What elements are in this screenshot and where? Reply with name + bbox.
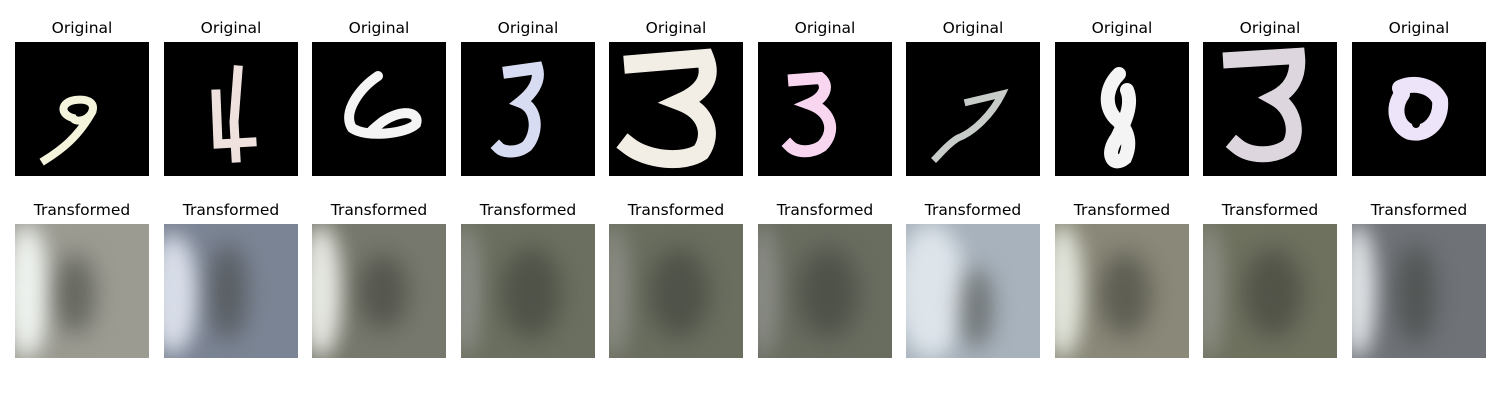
original-title: Original (200, 19, 262, 37)
transformed-image (312, 224, 446, 358)
transformed-image (906, 224, 1040, 358)
transformed-image (609, 224, 743, 358)
transformed-title: Transformed (1073, 201, 1171, 219)
original-title: Original (942, 19, 1004, 37)
original-image-digit-3 (1203, 42, 1337, 176)
original-image-digit-3 (609, 42, 743, 176)
transformed-title: Transformed (924, 201, 1022, 219)
original-title: Original (51, 19, 113, 37)
transformed-title: Transformed (1370, 201, 1468, 219)
transformed-image (1352, 224, 1486, 358)
original-title: Original (497, 19, 559, 37)
original-image-digit-8 (1055, 42, 1189, 176)
original-title: Original (1388, 19, 1450, 37)
transformed-image (164, 224, 298, 358)
original-image-digit-3 (758, 42, 892, 176)
transformed-image (758, 224, 892, 358)
original-image-digit-7 (906, 42, 1040, 176)
original-image-digit-4 (164, 42, 298, 176)
transformed-title: Transformed (479, 201, 577, 219)
original-title: Original (1091, 19, 1153, 37)
original-image-digit-0 (1352, 42, 1486, 176)
transformed-image (461, 224, 595, 358)
transformed-title: Transformed (627, 201, 725, 219)
transformed-title: Transformed (182, 201, 280, 219)
original-title: Original (794, 19, 856, 37)
transformed-image (15, 224, 149, 358)
transformed-title: Transformed (1221, 201, 1319, 219)
transformed-image (1203, 224, 1337, 358)
original-title: Original (1239, 19, 1301, 37)
original-title: Original (348, 19, 410, 37)
original-image-digit-3 (461, 42, 595, 176)
transformed-title: Transformed (33, 201, 131, 219)
original-title: Original (645, 19, 707, 37)
original-image-digit-6 (312, 42, 446, 176)
transformed-image (1055, 224, 1189, 358)
transformed-title: Transformed (776, 201, 874, 219)
original-image-digit-9 (15, 42, 149, 176)
transformed-title: Transformed (330, 201, 428, 219)
